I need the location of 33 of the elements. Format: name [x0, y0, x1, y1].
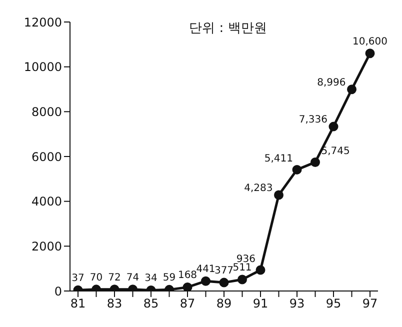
x-tick-label: 89 — [216, 296, 232, 311]
data-label: 59 — [162, 272, 176, 284]
y-tick-label: 4000 — [31, 194, 62, 209]
data-label: 7,336 — [298, 114, 328, 126]
data-label: 37 — [72, 273, 84, 284]
chart-title: 단위 : 백만원 — [189, 21, 267, 36]
x-tick-label: 97 — [362, 296, 378, 311]
data-label: 5,745 — [321, 146, 350, 158]
data-label: 441 — [196, 264, 216, 276]
data-label: 10,600 — [352, 36, 388, 48]
y-tick-label: 12000 — [24, 15, 62, 30]
y-tick-label: 10000 — [24, 60, 62, 74]
data-label: 168 — [178, 270, 198, 282]
data-label: 4,283 — [244, 182, 273, 194]
y-tick-label: 6000 — [31, 150, 62, 164]
data-label: 70 — [90, 272, 103, 284]
data-label: 8,996 — [317, 77, 346, 88]
y-tick-label: 2000 — [31, 239, 62, 254]
x-tick-label: 91 — [252, 296, 268, 311]
data-label: 34 — [144, 273, 158, 284]
data-label: 511 — [232, 262, 252, 274]
y-tick-label: 8000 — [31, 104, 62, 119]
data-label: 377 — [214, 266, 234, 277]
x-tick-label: 81 — [70, 296, 86, 311]
data-label: 5,411 — [264, 154, 293, 165]
data-label: 74 — [126, 272, 140, 284]
x-tick-label: 85 — [143, 296, 159, 311]
y-tick-label: 0 — [54, 284, 62, 298]
x-tick-label: 83 — [106, 296, 122, 311]
x-tick-label: 87 — [180, 296, 196, 311]
x-tick-label: 95 — [326, 296, 342, 311]
data-label: 72 — [108, 272, 121, 284]
x-tick-label: 93 — [289, 296, 305, 311]
